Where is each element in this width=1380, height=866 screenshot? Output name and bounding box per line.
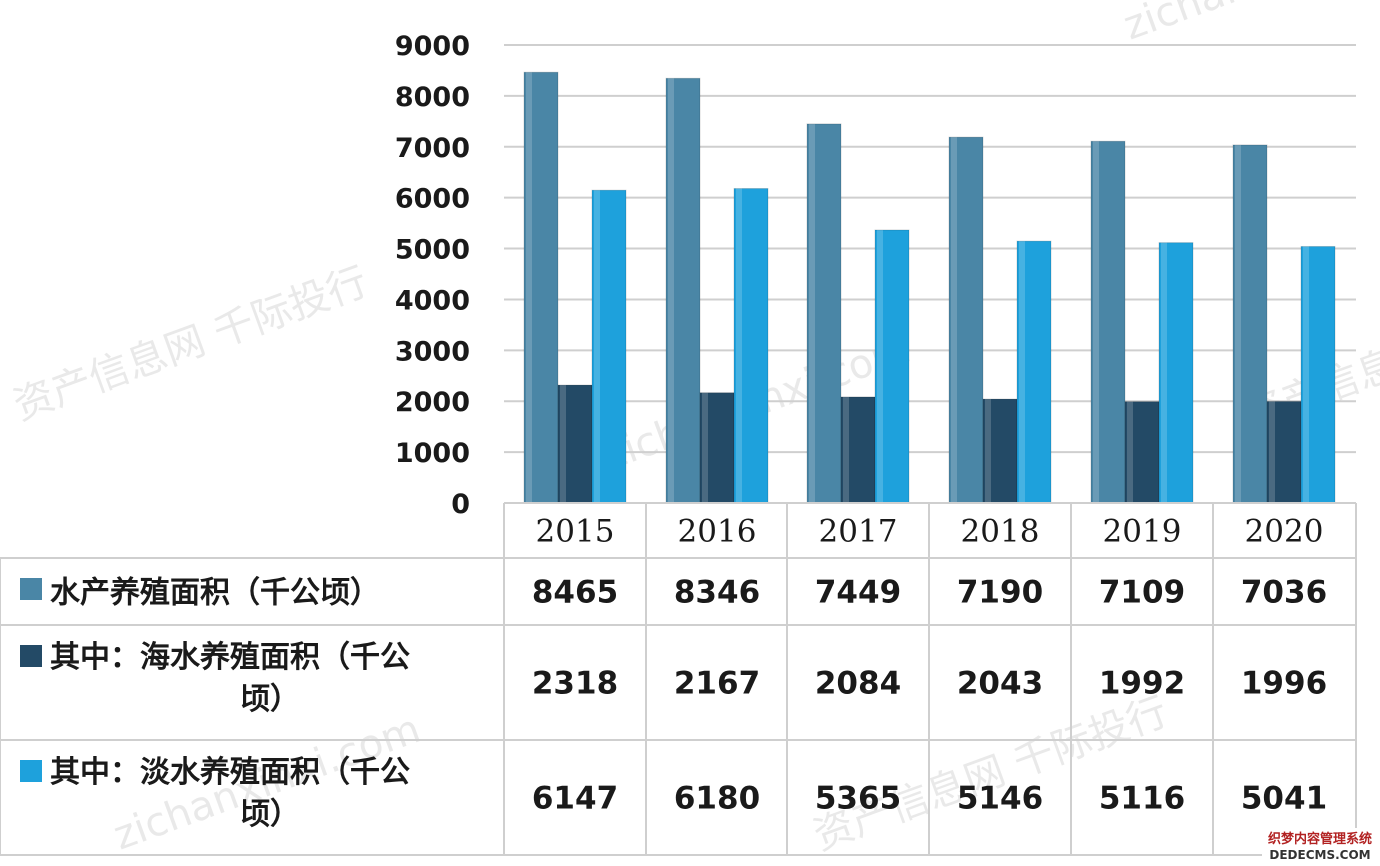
category-label: 2020 bbox=[1245, 514, 1324, 550]
legend-label-line: 其中：海水养殖面积（千公 bbox=[50, 640, 410, 675]
legend-label: 水产养殖面积（千公顷） bbox=[50, 576, 380, 611]
bar bbox=[1232, 144, 1268, 504]
bar bbox=[982, 398, 1018, 504]
bar-highlight bbox=[985, 399, 991, 503]
bar-highlight bbox=[702, 392, 708, 503]
table-cell-value: 1996 bbox=[1241, 666, 1327, 702]
bar bbox=[699, 392, 735, 504]
category-label: 2018 bbox=[961, 514, 1040, 550]
category-label: 2017 bbox=[819, 514, 898, 550]
y-tick-label: 0 bbox=[451, 489, 470, 520]
badge-line2: DEDECMS.COM bbox=[1269, 848, 1370, 862]
watermark-text: 资产信息网 千际投行 bbox=[8, 259, 374, 430]
watermark-text: 资产信息网 千际投行 bbox=[808, 689, 1174, 860]
category-label: 2019 bbox=[1103, 514, 1182, 550]
bar-highlight bbox=[1303, 246, 1309, 503]
data-table: 2015 2016 2017 2018 2019 2020 水产养殖面积（千公顷） 8465 8… bbox=[0, 502, 1357, 856]
bar bbox=[665, 77, 701, 504]
y-tick-label: 1000 bbox=[395, 438, 470, 469]
table-cell-value: 7449 bbox=[815, 575, 901, 611]
bar bbox=[840, 396, 876, 504]
legend-swatch bbox=[20, 645, 42, 667]
bar bbox=[874, 229, 910, 504]
table-cell-value: 2084 bbox=[815, 666, 901, 702]
bar-highlight bbox=[877, 229, 883, 503]
y-tick-label: 4000 bbox=[395, 285, 470, 316]
bar-highlight bbox=[1235, 144, 1241, 503]
bar bbox=[733, 188, 769, 504]
table-cell-value: 8465 bbox=[532, 575, 618, 611]
watermark-text: zichanxinxi.com bbox=[1118, 0, 1380, 49]
bars bbox=[523, 71, 1336, 504]
legend-swatch bbox=[20, 578, 42, 600]
table-cell-value: 5365 bbox=[815, 781, 901, 817]
bar bbox=[591, 189, 627, 504]
legend-label-line: 顷） bbox=[240, 797, 300, 832]
table-cell-value: 1992 bbox=[1099, 666, 1185, 702]
y-axis-ticks: 0 1000 2000 3000 4000 5000 6000 7000 8000 9000 bbox=[395, 31, 470, 520]
category-label: 2015 bbox=[536, 514, 615, 550]
table-cell-value: 5041 bbox=[1241, 781, 1327, 817]
table-cell-value: 6180 bbox=[674, 781, 760, 817]
bar-highlight bbox=[1093, 141, 1099, 503]
bar-highlight bbox=[843, 396, 849, 503]
y-tick-label: 6000 bbox=[395, 184, 470, 215]
y-tick-label: 8000 bbox=[395, 82, 470, 113]
y-tick-label: 5000 bbox=[395, 235, 470, 266]
bar-highlight bbox=[1019, 241, 1025, 503]
legend-label: 其中：淡水养殖面积（千公顷） bbox=[50, 755, 410, 832]
legend-label-line: 其中：淡水养殖面积（千公 bbox=[50, 755, 410, 790]
bar-highlight bbox=[594, 190, 600, 503]
y-tick-label: 2000 bbox=[395, 387, 470, 418]
table-cell-value: 2043 bbox=[957, 666, 1043, 702]
bar-highlight bbox=[1161, 242, 1167, 503]
table-cell-value: 7109 bbox=[1099, 575, 1185, 611]
legend-swatch bbox=[20, 760, 42, 782]
table-cell-value: 5116 bbox=[1099, 781, 1185, 817]
bar-highlight bbox=[1127, 401, 1133, 503]
table-cell-value: 8346 bbox=[674, 575, 760, 611]
bar bbox=[1300, 245, 1336, 504]
bar-highlight bbox=[951, 137, 957, 503]
bar-highlight bbox=[1269, 401, 1275, 503]
bar-highlight bbox=[736, 188, 742, 504]
bar bbox=[806, 123, 842, 504]
bar-highlight bbox=[668, 78, 674, 503]
bar bbox=[1090, 140, 1126, 504]
bar-highlight bbox=[526, 72, 532, 503]
category-label: 2016 bbox=[678, 514, 757, 550]
bar bbox=[1266, 400, 1302, 504]
site-badge: 织梦内容管理系统 DEDECMS.COM bbox=[1262, 828, 1378, 862]
grid-lines bbox=[504, 44, 1356, 454]
table-cell-value: 6147 bbox=[532, 781, 618, 817]
bar-highlight bbox=[560, 385, 566, 503]
legend-label: 其中：海水养殖面积（千公顷） bbox=[50, 640, 410, 717]
bar bbox=[557, 384, 593, 504]
badge-line1: 织梦内容管理系统 bbox=[1268, 831, 1372, 847]
table-cell-value: 7190 bbox=[957, 575, 1043, 611]
y-tick-label: 7000 bbox=[395, 133, 470, 164]
bar bbox=[948, 136, 984, 504]
bar bbox=[523, 71, 559, 504]
table-cell-value: 5146 bbox=[957, 781, 1043, 817]
y-tick-label: 3000 bbox=[395, 336, 470, 367]
bar bbox=[1158, 242, 1194, 504]
table-cell-value: 2167 bbox=[674, 666, 760, 702]
badge-background bbox=[1262, 828, 1378, 862]
legend-label-line: 顷） bbox=[240, 682, 300, 717]
bar bbox=[1016, 240, 1052, 504]
bar-highlight bbox=[809, 123, 815, 504]
table-cell-value: 7036 bbox=[1241, 575, 1327, 611]
table-cell-value: 2318 bbox=[532, 666, 618, 702]
y-tick-label: 9000 bbox=[395, 31, 470, 62]
